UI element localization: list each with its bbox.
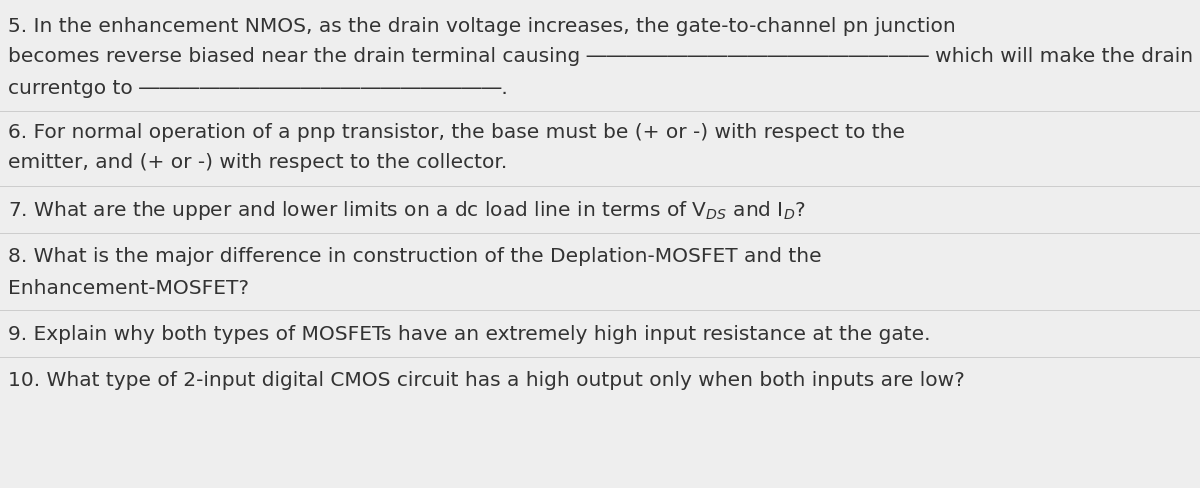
Text: becomes reverse biased near the drain terminal causing ――――――――――――――――― which w: becomes reverse biased near the drain te… [8, 47, 1193, 66]
Text: 5. In the enhancement NMOS, as the drain voltage increases, the gate-to-channel : 5. In the enhancement NMOS, as the drain… [8, 17, 955, 36]
Text: 9. Explain why both types of MOSFETs have an extremely high input resistance at : 9. Explain why both types of MOSFETs hav… [8, 325, 930, 344]
Text: 6. For normal operation of a pnp transistor, the base must be (+ or -) with resp: 6. For normal operation of a pnp transis… [8, 122, 905, 142]
Text: currentgo to ――――――――――――――――――.: currentgo to ――――――――――――――――――. [8, 79, 508, 98]
Text: Enhancement-MOSFET?: Enhancement-MOSFET? [8, 279, 250, 298]
Text: emitter, and (+ or -) with respect to the collector.: emitter, and (+ or -) with respect to th… [8, 154, 508, 172]
Text: 7. What are the upper and lower limits on a dc load line in terms of V$_{DS}$ an: 7. What are the upper and lower limits o… [8, 199, 805, 222]
Text: 8. What is the major difference in construction of the Deplation-MOSFET and the: 8. What is the major difference in const… [8, 247, 822, 266]
Text: 10. What type of 2-input digital CMOS circuit has a high output only when both i: 10. What type of 2-input digital CMOS ci… [8, 371, 965, 390]
